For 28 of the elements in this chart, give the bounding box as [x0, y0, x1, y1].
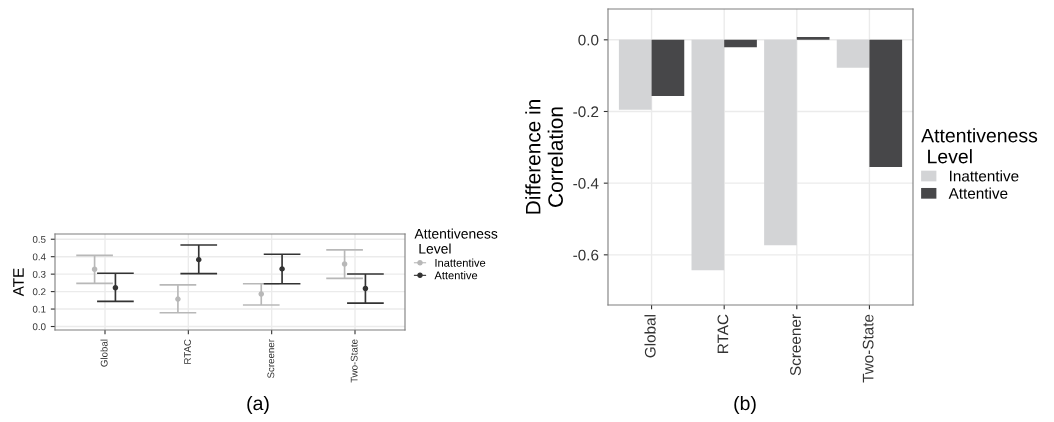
legend-title: Attentiveness Level: [414, 228, 498, 254]
x-tick-label: Global: [100, 339, 108, 367]
legend-label: Attentive: [434, 271, 478, 280]
y-tick-label: -0.4: [573, 178, 599, 189]
y-tick-label: 0.5: [32, 235, 46, 243]
x-tick-label: RTAC: [717, 314, 729, 353]
y-tick-label: 0.0: [32, 323, 46, 331]
x-tick-label: Global: [644, 315, 656, 358]
y-tick-label: 0.3: [32, 270, 46, 278]
legend-label: Attentive: [948, 187, 1008, 199]
y-tick-label: 0.0: [578, 34, 599, 46]
x-tick-label: RTAC: [184, 339, 191, 364]
y-tick-label: 0.1: [32, 305, 46, 313]
x-tick-label: Two-State: [350, 339, 358, 383]
x-tick-label: Screener: [790, 314, 801, 376]
y-tick-label: -0.6: [573, 249, 599, 261]
text: (a): [247, 395, 269, 415]
x-tick-label: Two-State: [862, 314, 874, 383]
text: (b): [734, 395, 756, 415]
x-tick-label: Screener: [267, 339, 275, 379]
y-axis-title: Difference in Correlation: [525, 100, 563, 214]
legend-title: Attentiveness Level: [921, 128, 1038, 164]
y-tick-label: 0.4: [32, 253, 46, 261]
legend-label: Inattentive: [950, 170, 1019, 182]
y-tick-label: 0.2: [32, 288, 46, 296]
y-axis-title: ATE: [13, 268, 24, 297]
legend-label: Inattentive: [435, 258, 486, 267]
y-tick-label: -0.2: [573, 106, 599, 118]
